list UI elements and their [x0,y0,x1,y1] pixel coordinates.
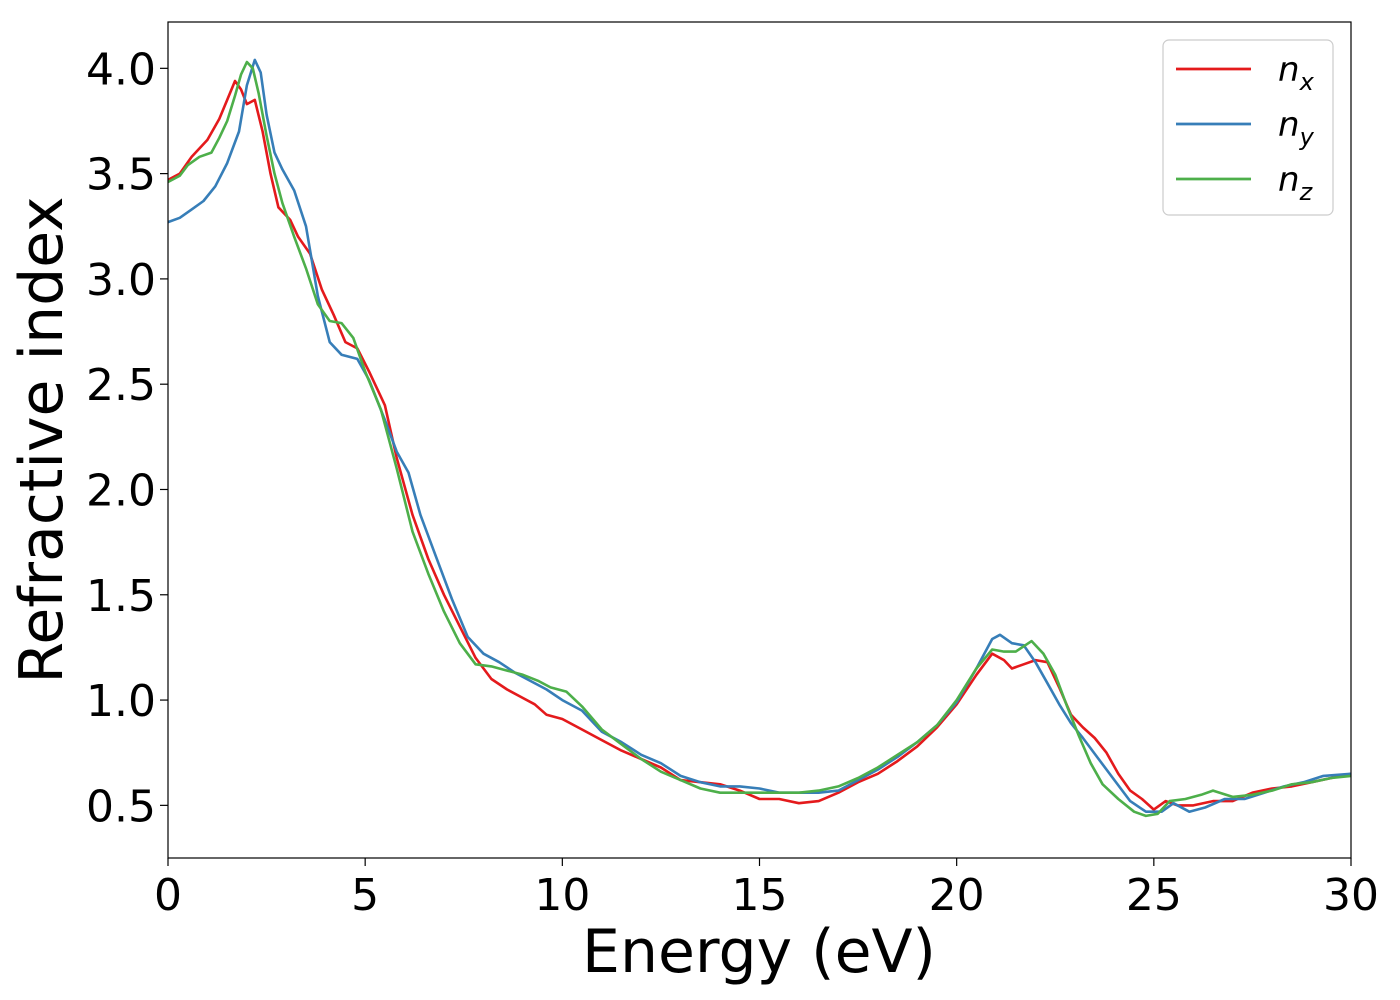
y-tick-label: 1.0 [86,676,156,727]
x-tick-label: 10 [534,870,590,921]
legend-label-ny: ny [1278,105,1315,151]
series-line-ny [167,58,1352,813]
x-tick-label: 0 [154,870,182,921]
series-lines [167,58,1352,818]
y-axis-ticks: 0.5 1.0 1.5 2.0 2.5 3.0 3.5 4.0 [86,44,168,832]
x-axis-title: Energy (eV) [582,917,936,987]
legend: nx ny nz [1162,39,1334,216]
series-line-nz [167,60,1352,818]
x-tick-label: 5 [351,870,379,921]
x-tick-label: 15 [732,870,788,921]
x-axis-ticks: 0 5 10 15 20 25 30 [154,858,1379,921]
y-tick-label: 3.0 [86,255,156,306]
x-tick-label: 25 [1126,870,1182,921]
y-tick-label: 1.5 [86,571,156,622]
legend-box [1162,39,1334,216]
legend-items: nx ny nz [1176,50,1315,206]
x-tick-label: 20 [929,870,985,921]
y-axis-title: Refractive index [7,196,77,683]
y-tick-label: 3.5 [86,150,156,201]
y-tick-label: 2.5 [86,360,156,411]
x-tick-label: 30 [1323,870,1379,921]
legend-label-nz: nz [1278,160,1314,206]
legend-label-nx: nx [1278,50,1315,96]
y-tick-label: 0.5 [86,781,156,832]
y-tick-label: 2.0 [86,465,156,516]
y-tick-label: 4.0 [86,44,156,95]
